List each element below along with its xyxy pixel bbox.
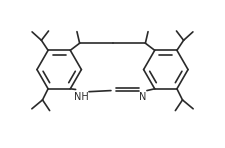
Text: N: N bbox=[140, 92, 147, 102]
Text: NH: NH bbox=[74, 92, 89, 102]
